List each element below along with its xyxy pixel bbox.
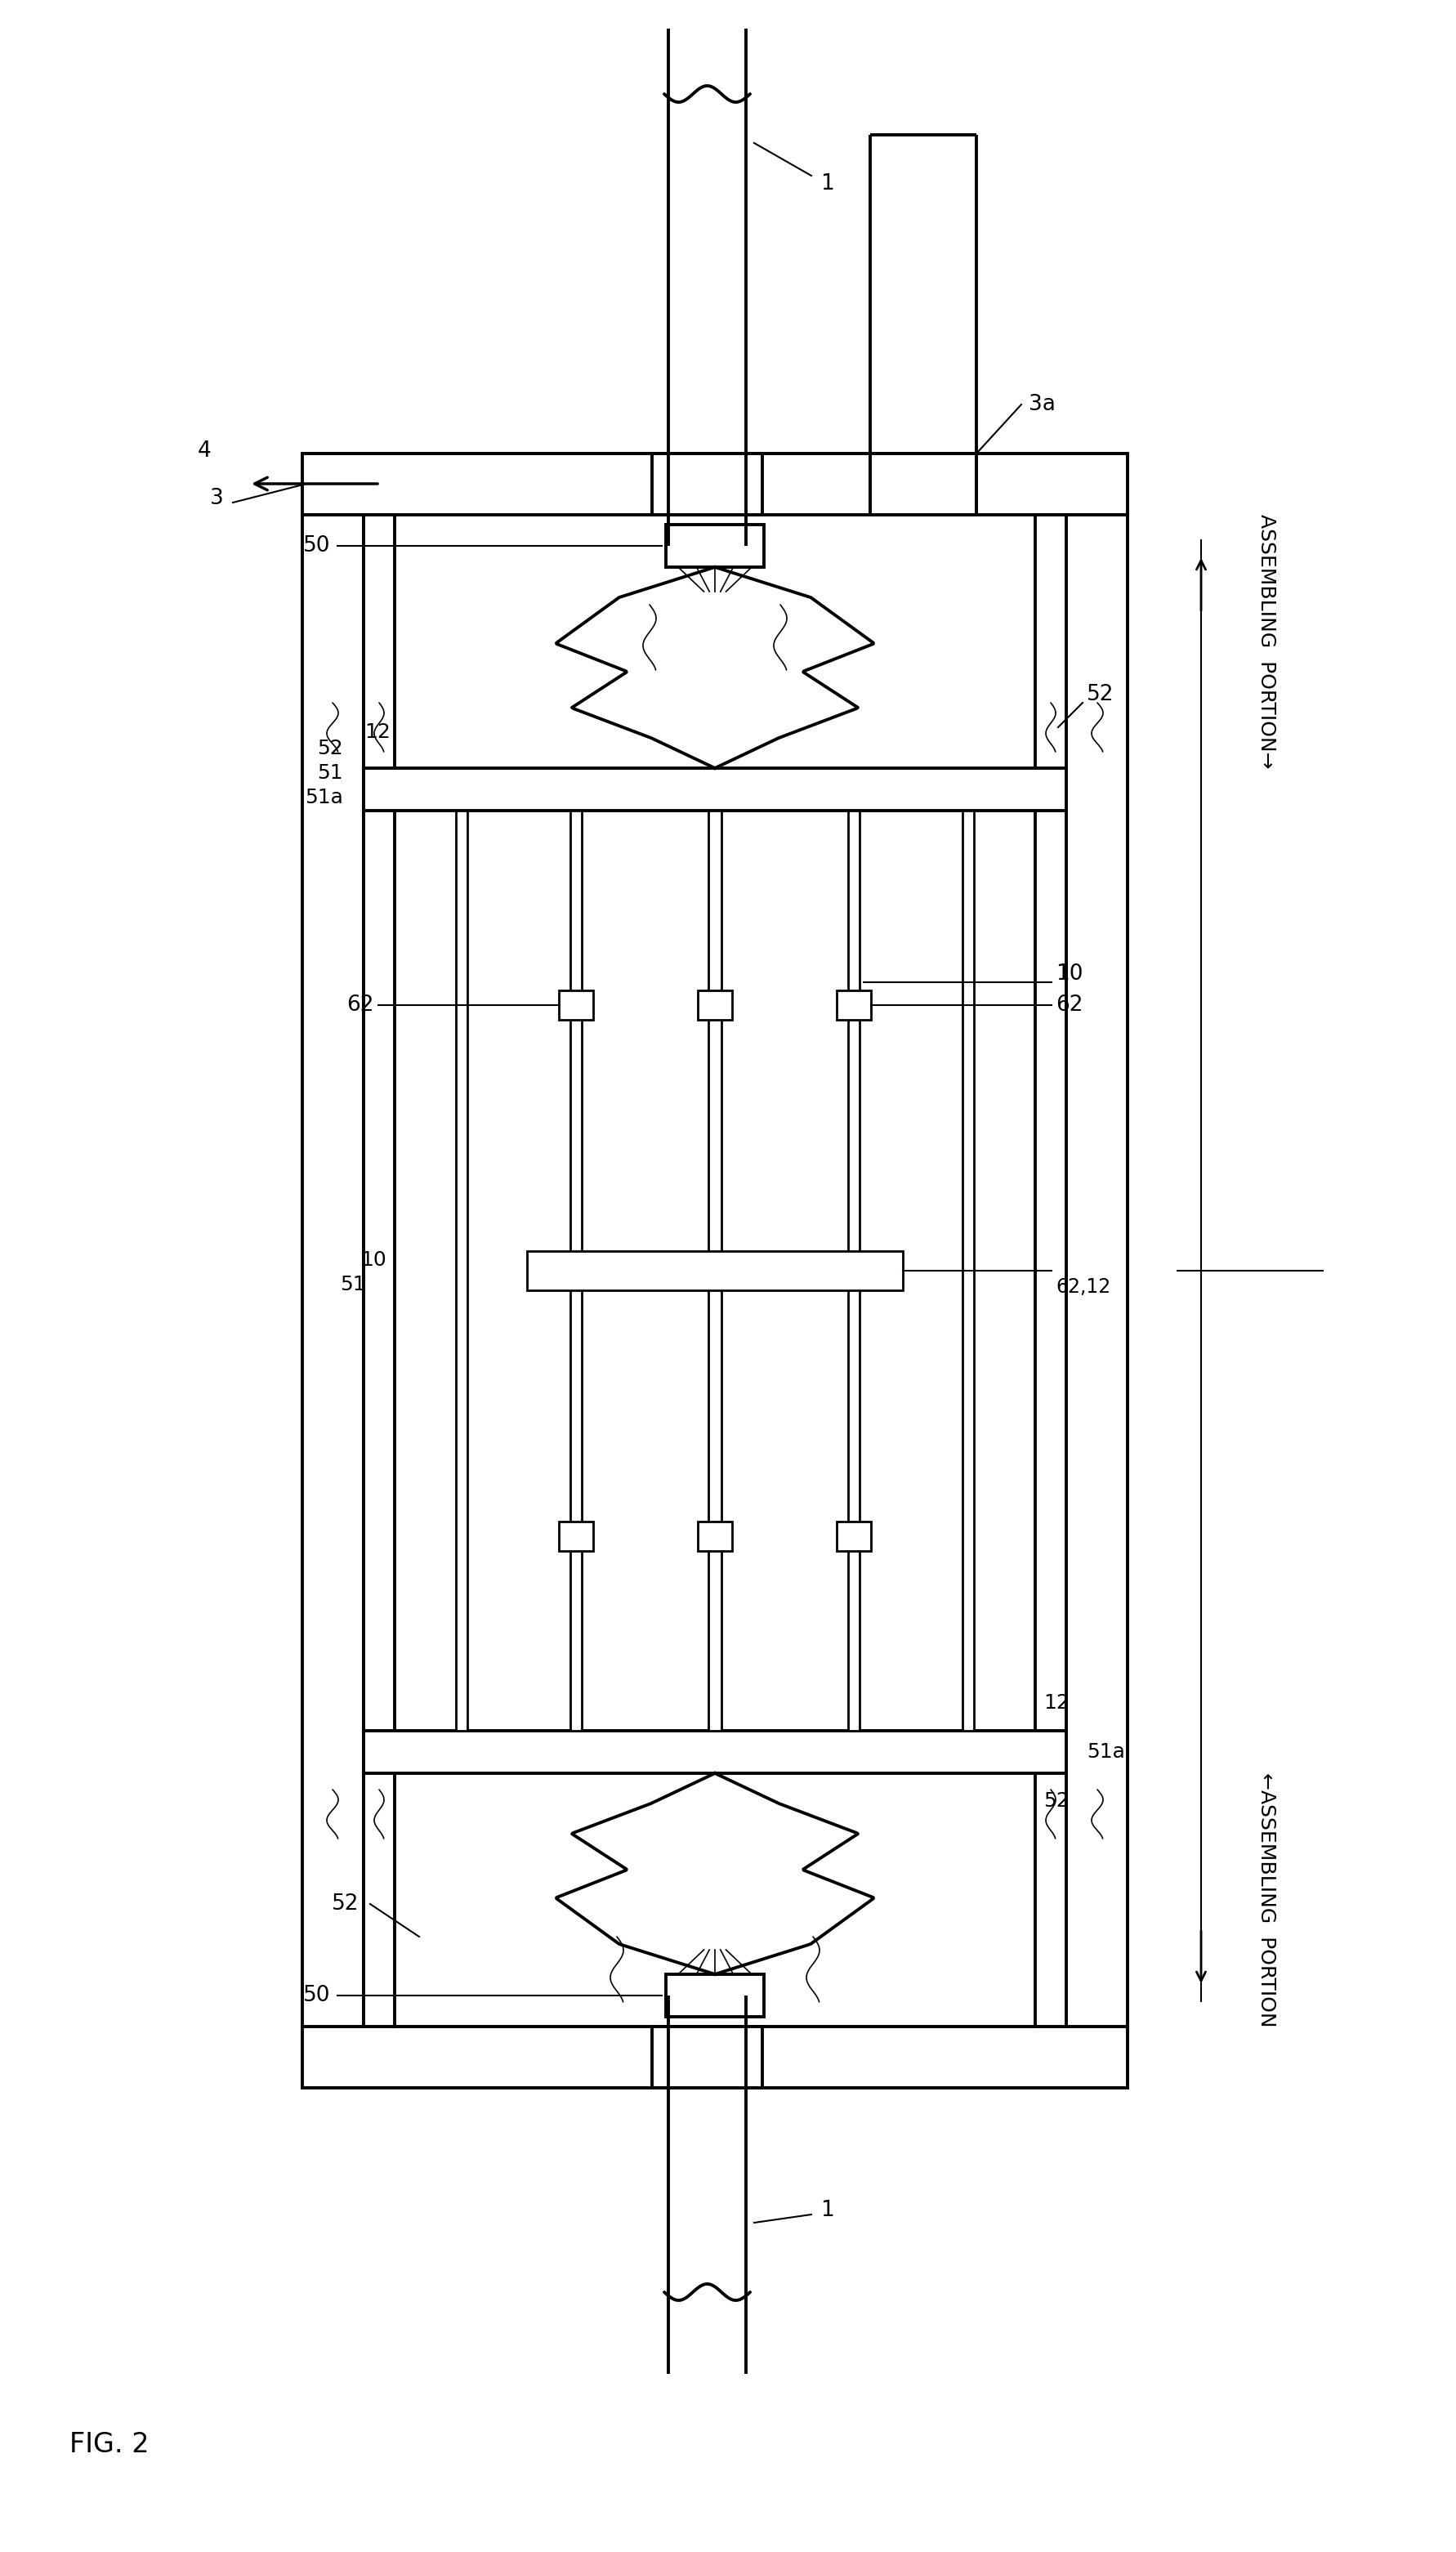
Text: 51a: 51a	[304, 789, 344, 806]
Text: 3a: 3a	[1028, 393, 1054, 416]
Text: FIG. 2: FIG. 2	[70, 2432, 149, 2458]
Text: 62: 62	[1056, 995, 1082, 1016]
Bar	[652, 2026, 761, 2088]
Text: 1: 1	[820, 174, 834, 194]
Bar	[652, 454, 761, 516]
Text: 12: 12	[364, 722, 390, 743]
Bar	[869, 454, 976, 516]
Bar	[303, 516, 364, 2026]
Text: 52: 52	[1042, 1792, 1069, 1812]
Bar	[456, 812, 467, 1730]
Bar	[303, 454, 1127, 516]
Bar	[303, 2026, 1127, 2088]
Text: 52: 52	[1086, 684, 1114, 704]
Bar	[527, 1250, 903, 1291]
Bar	[559, 990, 593, 1021]
Text: 50: 50	[303, 536, 331, 556]
Bar	[665, 526, 763, 567]
Text: 50: 50	[303, 1985, 331, 2006]
Bar	[836, 1521, 871, 1552]
Text: 4: 4	[198, 441, 211, 462]
Bar	[364, 768, 1066, 812]
Text: 52: 52	[332, 1894, 360, 1914]
Bar	[697, 1521, 732, 1552]
Bar	[364, 516, 395, 2026]
Text: 62,12: 62,12	[1056, 1276, 1109, 1296]
Bar	[962, 812, 974, 1730]
Bar	[1066, 516, 1127, 2026]
Bar	[559, 1521, 593, 1552]
Text: 51: 51	[317, 763, 344, 783]
Text: 1: 1	[820, 2200, 834, 2220]
Text: 12: 12	[1042, 1692, 1069, 1712]
Text: ASSEMBLING  PORTION→: ASSEMBLING PORTION→	[1257, 513, 1275, 768]
Text: 3: 3	[210, 487, 223, 508]
Bar	[1035, 516, 1066, 2026]
Bar	[697, 990, 732, 1021]
Bar	[569, 812, 581, 1730]
Bar	[836, 990, 871, 1021]
Text: ←ASSEMBLING  PORTION: ←ASSEMBLING PORTION	[1257, 1774, 1275, 2026]
Text: 10: 10	[360, 1250, 386, 1271]
Bar	[364, 1730, 1066, 1774]
Bar	[847, 812, 859, 1730]
Text: 51: 51	[341, 1276, 365, 1294]
Text: 52: 52	[317, 738, 344, 758]
Text: 10: 10	[1056, 965, 1082, 985]
Text: 62: 62	[347, 995, 374, 1016]
Text: 51a: 51a	[1086, 1743, 1124, 1761]
Bar	[665, 1975, 763, 2016]
Bar	[708, 812, 721, 1730]
